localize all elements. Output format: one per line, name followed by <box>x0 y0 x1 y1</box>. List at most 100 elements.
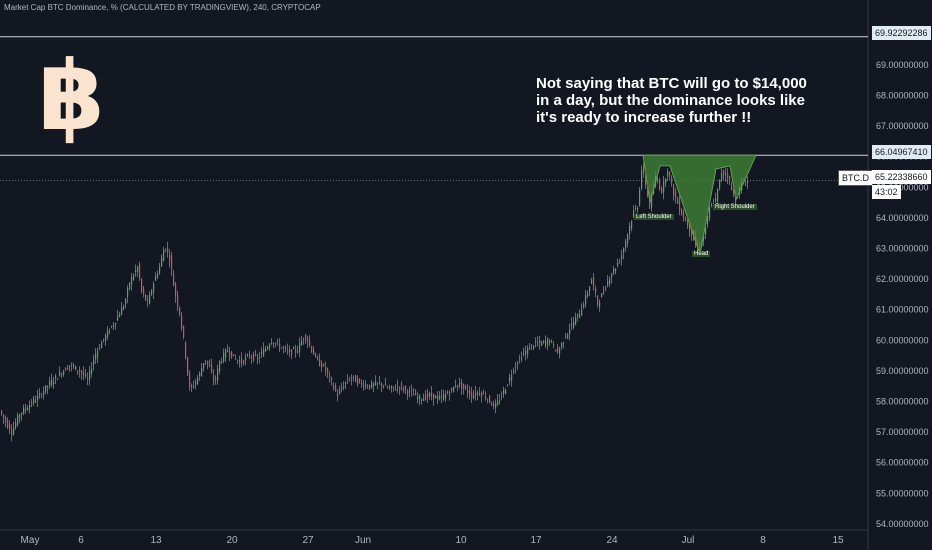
candle-body <box>25 408 27 410</box>
candle-body <box>233 354 235 356</box>
candle-body <box>699 248 701 250</box>
candle-body <box>285 347 287 349</box>
candle-body <box>537 342 539 344</box>
candle-body <box>251 356 253 358</box>
candle-body <box>461 382 463 390</box>
candle-body <box>13 427 15 435</box>
candle-body <box>263 349 265 357</box>
y-tick-label: 65.00000000 <box>876 182 929 192</box>
candle-body <box>383 386 385 387</box>
candle-body <box>647 186 649 196</box>
candle-body <box>91 368 93 374</box>
candle-body <box>43 391 45 395</box>
candle-body <box>619 260 621 262</box>
candle-body <box>629 225 631 235</box>
candle-body <box>613 268 615 274</box>
candle-body <box>281 347 283 349</box>
candle-body <box>659 181 661 189</box>
candle-body <box>61 374 63 375</box>
y-tick-label: 64.00000000 <box>876 213 929 223</box>
candle-body <box>401 383 403 386</box>
candle-body <box>217 368 219 381</box>
y-tick-label: 62.00000000 <box>876 274 929 284</box>
candle-body <box>301 340 303 346</box>
candle-body <box>241 358 243 363</box>
candle-body <box>89 370 91 380</box>
candle-body <box>303 338 305 340</box>
candle-body <box>137 266 139 273</box>
candle-body <box>407 390 409 395</box>
annotation-text: Not saying that BTC will go to $14,000 i… <box>536 75 866 126</box>
candle-body <box>387 387 389 389</box>
candle-body <box>361 383 363 385</box>
candle-body <box>239 360 241 363</box>
candle-body <box>219 360 221 372</box>
candle-body <box>631 221 633 229</box>
candle-body <box>417 396 419 400</box>
candle-body <box>349 379 351 381</box>
countdown-tag: 43:02 <box>872 185 901 199</box>
neckline-price-tag: 66.04967410 <box>872 145 931 159</box>
candle-body <box>141 278 143 291</box>
candle-body <box>345 382 347 384</box>
candle-body <box>23 407 25 414</box>
candle-body <box>413 394 415 396</box>
candle-body <box>719 179 721 189</box>
candle-body <box>549 340 551 343</box>
candle-body <box>333 386 335 389</box>
candle-body <box>167 248 169 252</box>
candle-body <box>113 325 115 327</box>
candle-body <box>495 403 497 409</box>
candle-body <box>487 399 489 401</box>
candle-body <box>267 347 269 350</box>
candle-body <box>717 188 719 202</box>
x-tick-label: 10 <box>455 535 467 546</box>
candle-body <box>41 395 43 396</box>
candle-body <box>507 384 509 386</box>
candle-body <box>317 356 319 360</box>
candle-body <box>463 383 465 389</box>
x-tick-label: 6 <box>78 535 84 546</box>
candle-body <box>325 366 327 371</box>
candle-body <box>663 180 665 193</box>
candle-body <box>661 188 663 193</box>
candle-body <box>411 390 413 392</box>
candle-body <box>161 257 163 267</box>
candle-body <box>605 288 607 290</box>
candle-body <box>363 385 365 388</box>
candle-body <box>593 277 595 287</box>
candle-body <box>273 342 275 344</box>
x-tick-label: Jun <box>355 535 371 546</box>
candle-body <box>465 385 467 389</box>
candle-body <box>77 370 79 372</box>
candle-body <box>447 392 449 394</box>
candle-body <box>315 354 317 356</box>
candle-body <box>87 377 89 379</box>
candle-body <box>403 387 405 391</box>
candle-body <box>223 352 225 362</box>
candle-body <box>533 345 535 349</box>
candle-body <box>305 335 307 340</box>
candle-body <box>255 354 257 356</box>
candle-body <box>379 381 381 383</box>
candle-body <box>127 288 129 297</box>
candle-body <box>731 185 733 191</box>
candle-body <box>313 350 315 355</box>
candle-body <box>683 211 685 219</box>
candle-body <box>685 218 687 222</box>
candle-body <box>39 393 41 395</box>
y-tick-label: 57.00000000 <box>876 427 929 437</box>
candle-body <box>95 354 97 360</box>
candle-body <box>235 358 237 360</box>
left-shoulder-label: Left Shoulder <box>634 214 674 220</box>
x-tick-label: May <box>21 535 40 546</box>
candle-body <box>287 349 289 351</box>
candle-body <box>509 377 511 382</box>
x-tick-label: 24 <box>606 535 618 546</box>
candle-body <box>517 364 519 365</box>
candle-body <box>31 401 33 404</box>
candle-body <box>523 353 525 355</box>
candle-body <box>577 313 579 317</box>
y-tick-label: 59.00000000 <box>876 366 929 376</box>
